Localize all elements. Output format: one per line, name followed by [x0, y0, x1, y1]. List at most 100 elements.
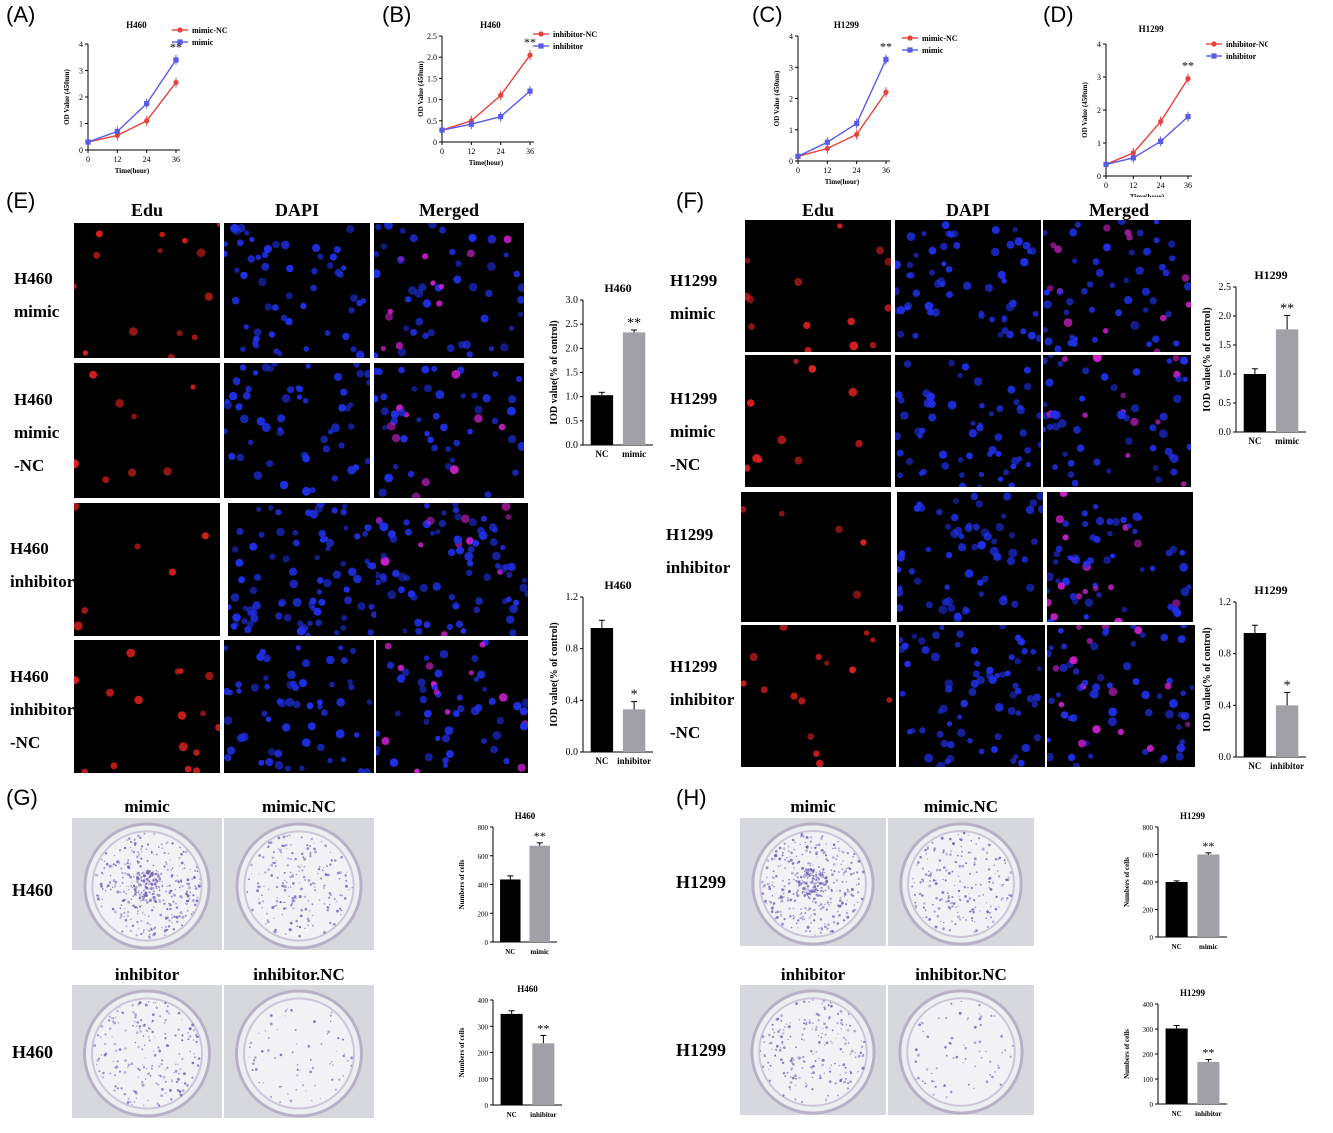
colony-dot — [285, 907, 287, 909]
chart-title: H1299 — [834, 20, 860, 30]
colony-dot — [768, 1033, 771, 1037]
cell-nucleus — [371, 269, 381, 278]
colony-dot — [805, 882, 808, 885]
cell-nucleus — [1152, 335, 1160, 343]
colony-dot — [101, 871, 103, 874]
cell-nucleus — [460, 628, 467, 634]
cell-nucleus — [1126, 523, 1132, 529]
colony-dot — [809, 851, 812, 854]
cell-nucleus — [869, 342, 877, 349]
cell-nucleus — [896, 305, 906, 315]
colony-dot — [807, 862, 810, 865]
colony-dot — [328, 896, 331, 899]
cell-nucleus — [415, 317, 424, 326]
colony-dot — [829, 1070, 832, 1073]
cell-nucleus — [338, 404, 347, 412]
cell-nucleus — [1057, 360, 1064, 367]
cell-nucleus — [1001, 327, 1009, 334]
cell-nucleus — [1051, 422, 1061, 431]
cell-nucleus — [895, 588, 904, 597]
chart-title: H460 — [515, 811, 536, 821]
colony-dot — [921, 1022, 924, 1025]
x-tick-label: NC — [507, 1111, 517, 1119]
colony-dot — [860, 1040, 863, 1042]
colony-dot — [312, 924, 314, 927]
cell-nucleus — [438, 519, 447, 528]
colony-dot — [329, 851, 331, 853]
cell-nucleus — [395, 341, 403, 350]
cell-nucleus — [1176, 724, 1182, 730]
colony-dot — [941, 897, 944, 900]
cell-nucleus — [400, 435, 408, 443]
cell-nucleus — [163, 467, 172, 476]
cell-nucleus — [1159, 412, 1168, 421]
cell-nucleus — [1069, 656, 1078, 665]
colony-dot — [853, 852, 856, 856]
colony-dot — [817, 876, 820, 879]
colony-dot — [766, 876, 768, 879]
cell-nucleus — [302, 454, 310, 463]
colony-dot — [177, 1077, 180, 1081]
colony-dot — [157, 885, 161, 889]
cell-nucleus — [1015, 710, 1022, 716]
cell-nucleus — [1020, 328, 1027, 335]
colony-dot — [813, 883, 815, 885]
cell-nucleus — [804, 346, 812, 354]
legend-marker — [177, 39, 183, 45]
colony-dot — [195, 1040, 198, 1044]
colony-dot — [123, 1092, 127, 1096]
colony-dot — [330, 859, 333, 862]
colony-dot — [153, 1054, 157, 1057]
cell-nucleus — [1103, 556, 1111, 564]
cell-nucleus — [509, 604, 518, 614]
colony-dot — [773, 901, 775, 904]
cell-nucleus — [453, 603, 459, 610]
colony-dot — [951, 905, 954, 908]
colony-dot — [294, 1029, 297, 1032]
cell-nucleus — [1058, 419, 1067, 428]
colony-dot — [111, 1036, 113, 1038]
colony-dot — [262, 1082, 264, 1084]
colony-dot — [823, 1072, 826, 1075]
cell-nucleus — [230, 623, 237, 629]
cell-nucleus — [329, 681, 335, 688]
cell-nucleus — [474, 405, 483, 414]
cell-nucleus — [253, 573, 262, 581]
colony-dot — [950, 1090, 953, 1094]
colony-dot — [166, 916, 169, 919]
cell-nucleus — [957, 372, 963, 379]
cell-nucleus — [1161, 754, 1168, 762]
colony-dot — [795, 1002, 798, 1005]
colony-dot — [847, 1042, 850, 1044]
colony-dot — [114, 885, 117, 888]
colony-dot — [193, 1053, 195, 1055]
cell-nucleus — [1185, 301, 1192, 308]
colony-dot — [276, 1028, 279, 1031]
cell-nucleus — [900, 411, 909, 420]
cell-nucleus — [81, 768, 89, 776]
cell-nucleus — [323, 578, 332, 588]
colony-dot — [274, 865, 277, 868]
colony-dot — [144, 891, 148, 894]
cell-nucleus — [940, 242, 948, 251]
cell-nucleus — [490, 745, 498, 754]
cell-nucleus — [344, 596, 352, 605]
colony-dot — [798, 1018, 801, 1021]
colony-dot — [810, 1065, 813, 1069]
colony-dot — [333, 898, 336, 900]
colony-dot — [135, 934, 138, 937]
colony-dot — [930, 875, 932, 878]
colony-dot — [827, 900, 829, 902]
cell-nucleus — [285, 697, 295, 707]
g-dish-label-mimic-nc: mimic.NC — [261, 797, 337, 816]
x-tick-label: 24 — [853, 166, 861, 175]
y-axis-label: Numbers of cells — [458, 1027, 466, 1077]
colony-dot — [958, 1011, 962, 1015]
cell-nucleus — [1061, 643, 1068, 650]
cell-nucleus — [953, 526, 963, 536]
colony-dot — [197, 1057, 201, 1060]
colony-dot — [797, 1056, 800, 1059]
colony-dot — [962, 1062, 964, 1064]
colony-dot — [174, 888, 177, 891]
colony-dot — [133, 888, 137, 892]
